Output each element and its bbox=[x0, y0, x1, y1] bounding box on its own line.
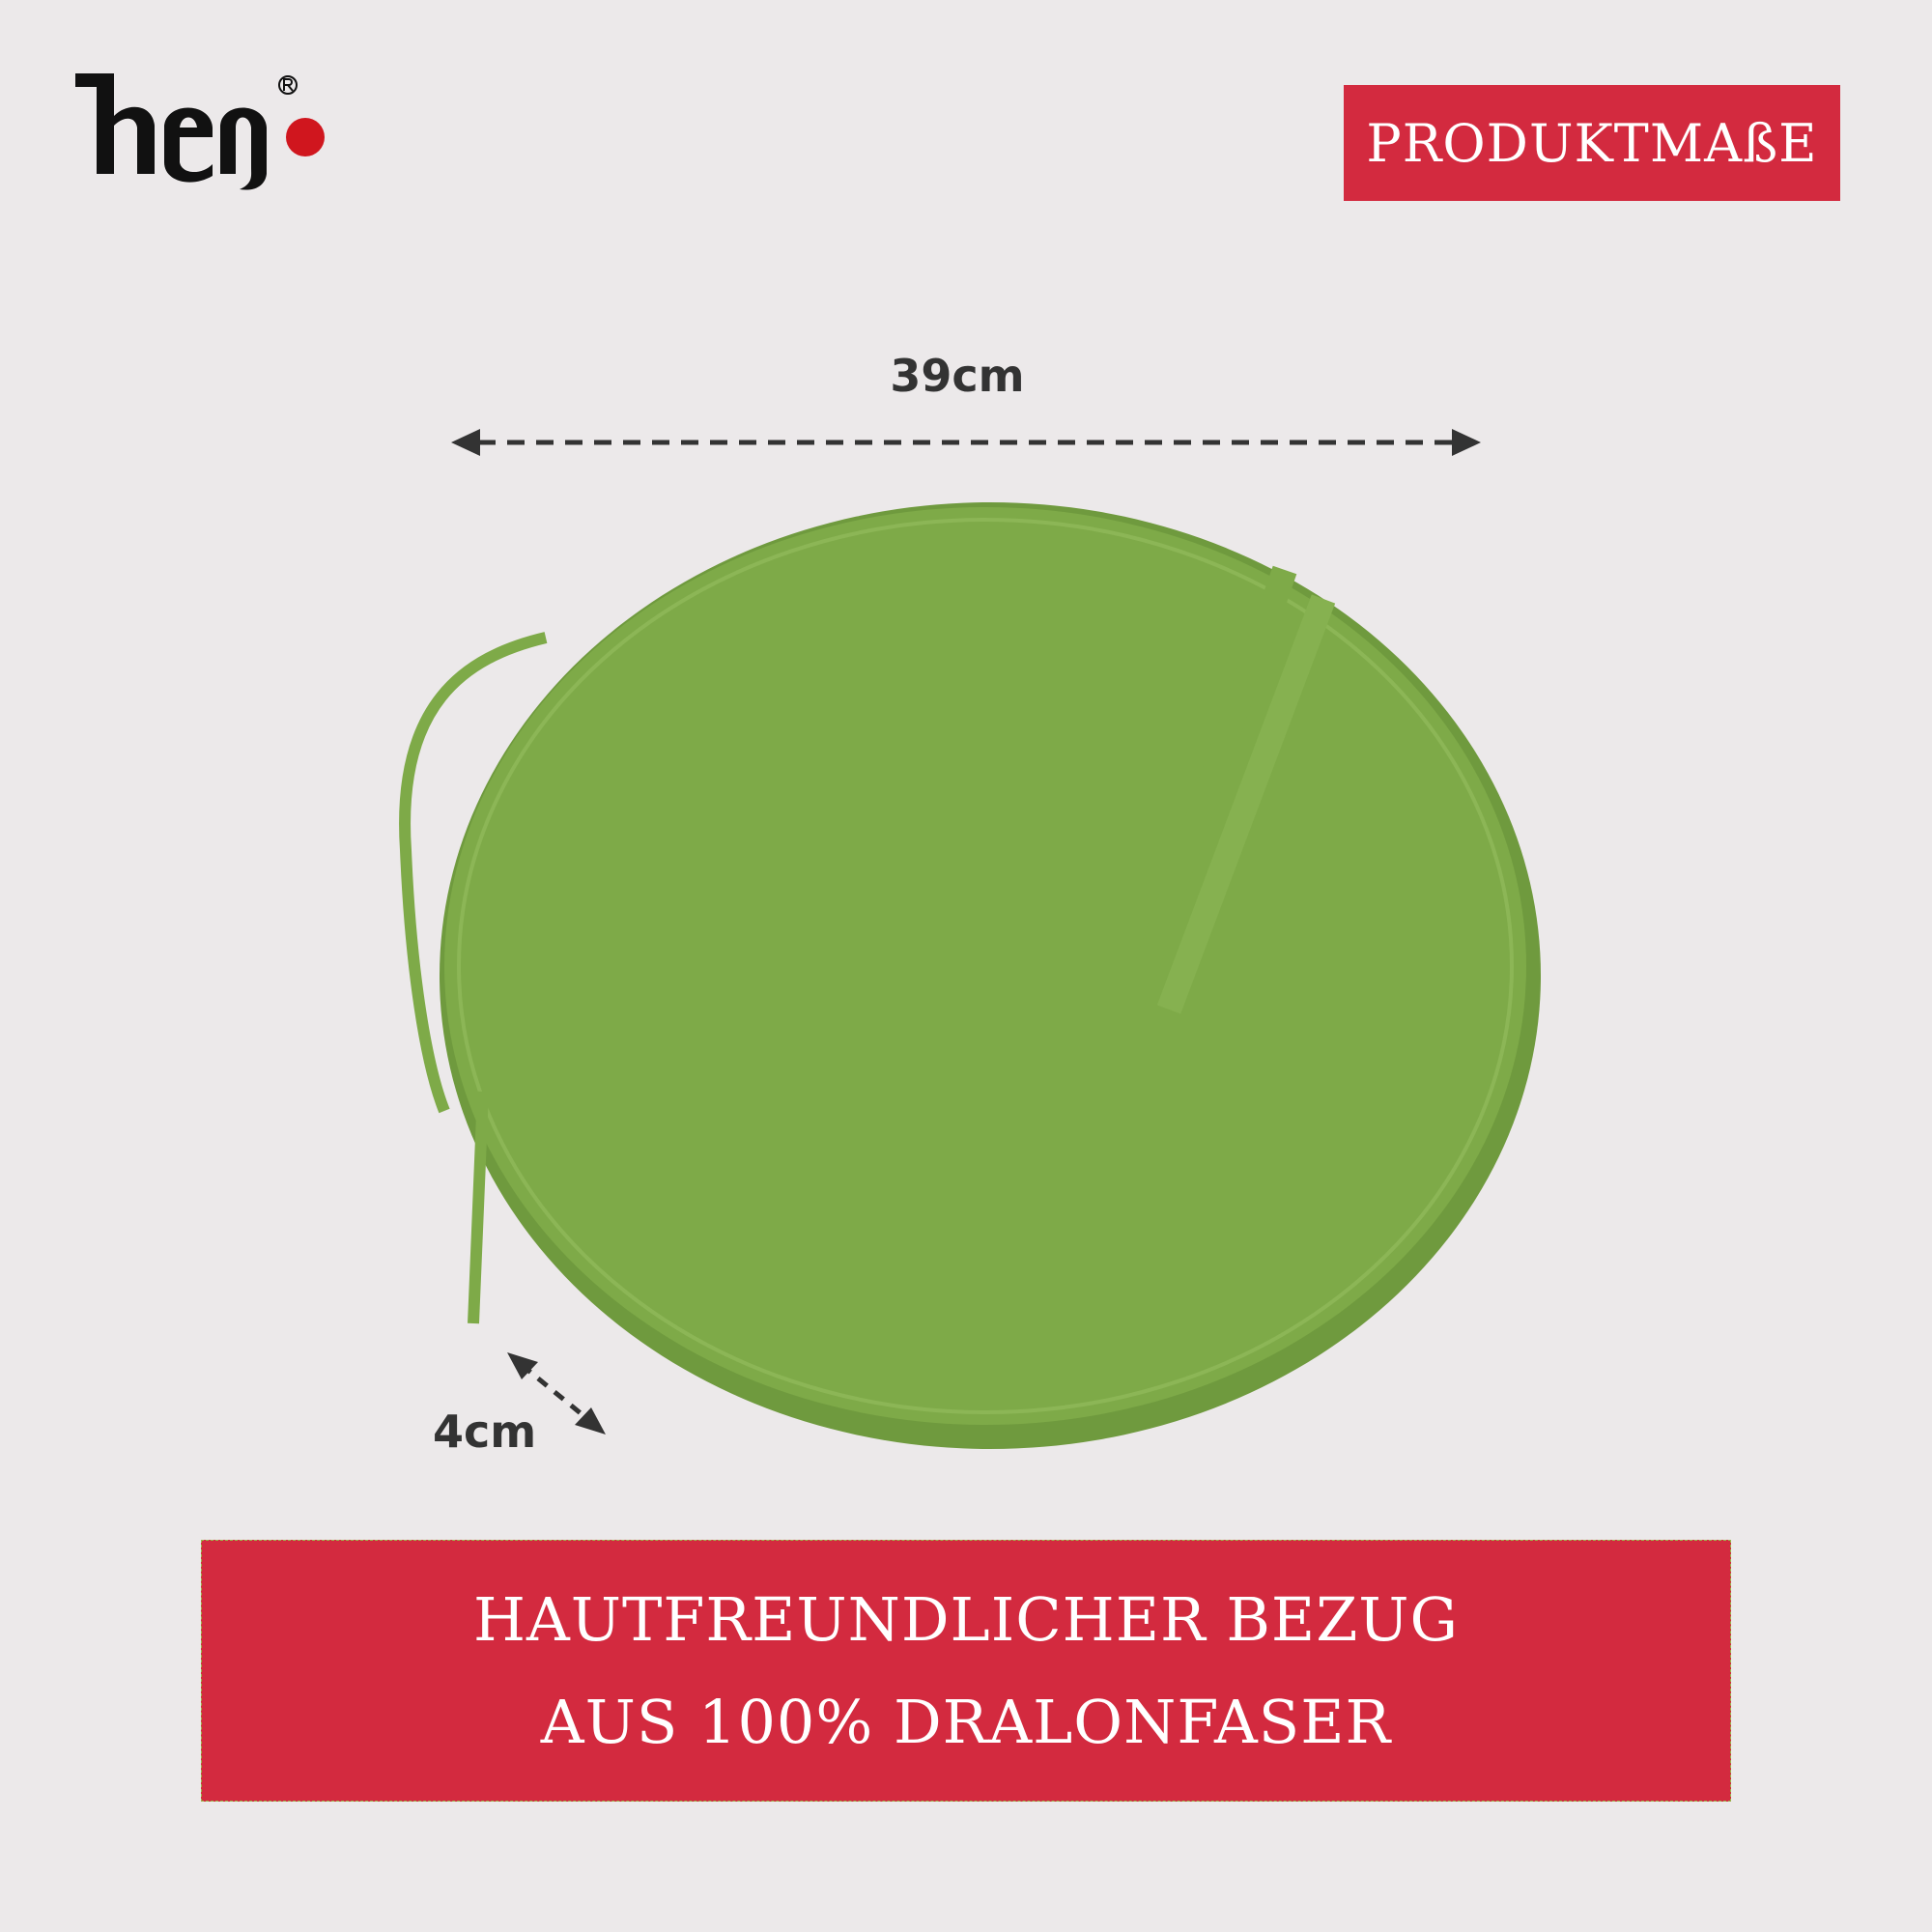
feature-banner: HAUTFREUNDLICHER BEZUG AUS 100% DRALONFA… bbox=[201, 1540, 1731, 1802]
seat-cushion bbox=[399, 502, 1541, 1449]
product-dimensions-badge: PRODUKTMAßE bbox=[1344, 85, 1840, 201]
brand-logo bbox=[75, 73, 325, 190]
banner-line-2: AUS 100% DRALONFASER bbox=[540, 1686, 1392, 1757]
banner-line-1: HAUTFREUNDLICHER BEZUG bbox=[472, 1583, 1460, 1655]
height-arrow-icon bbox=[507, 1352, 606, 1435]
height-label: 4cm bbox=[433, 1406, 537, 1458]
logo-dot-icon bbox=[286, 118, 325, 156]
registered-mark-icon bbox=[278, 75, 298, 95]
width-label: 39cm bbox=[890, 350, 1025, 402]
logo-wordmark bbox=[75, 73, 267, 190]
width-arrow-icon bbox=[451, 429, 1481, 456]
